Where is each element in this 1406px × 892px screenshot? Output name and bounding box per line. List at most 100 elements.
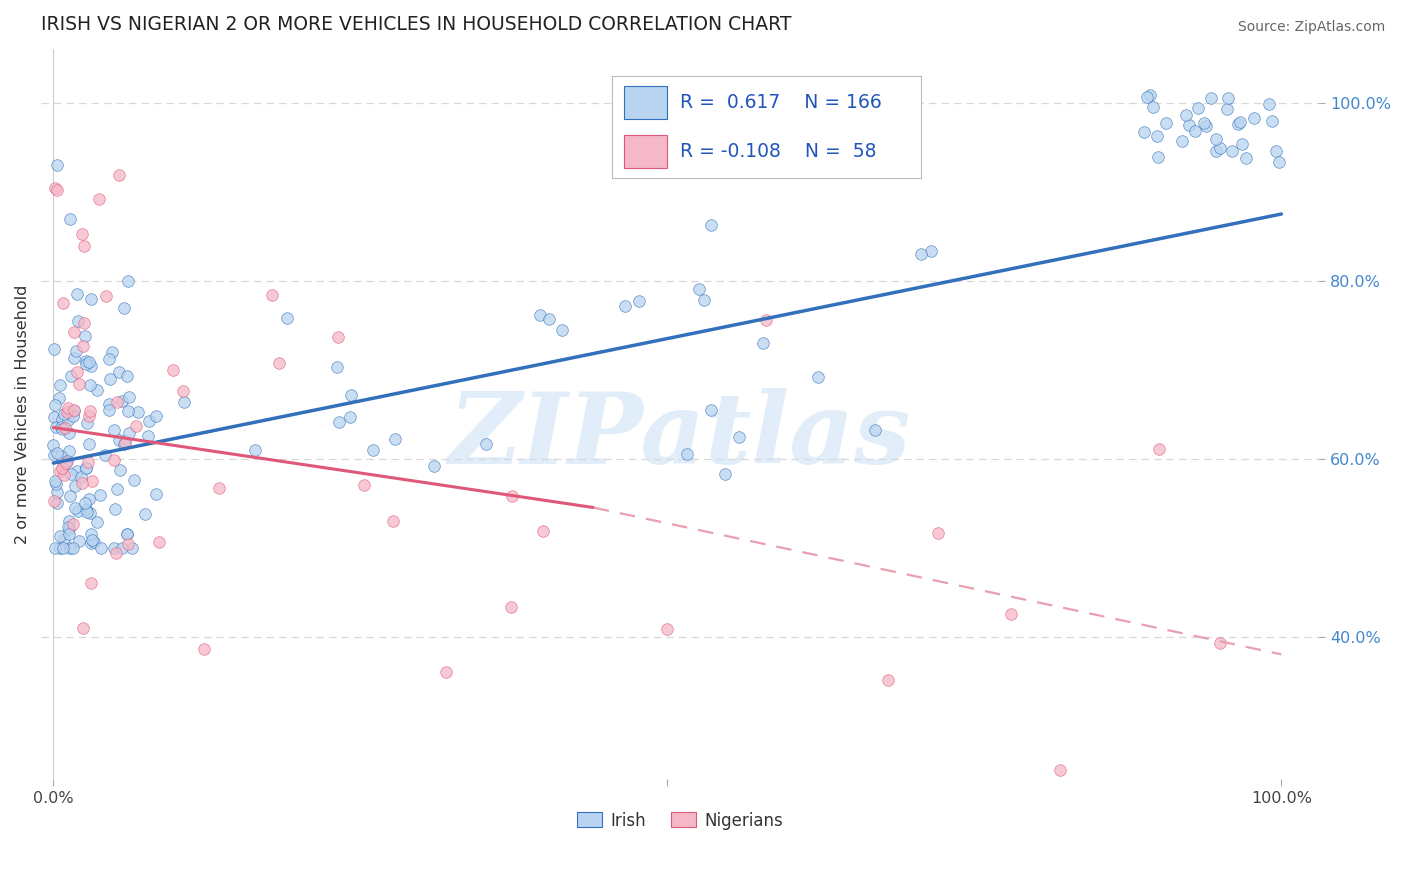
Point: [1230, 136, 1253, 151]
Point: [1234, 151, 1257, 165]
Point: [423, 459, 446, 474]
Text: IRISH VS NIGERIAN 2 OR MORE VEHICLES IN HOUSEHOLD CORRELATION CHART: IRISH VS NIGERIAN 2 OR MORE VEHICLES IN …: [41, 15, 792, 34]
Point: [42, 438, 65, 452]
Point: [75, 461, 97, 475]
Point: [66, 504, 89, 518]
Point: [108, 366, 131, 380]
Point: [1154, 116, 1177, 130]
Point: [62, 409, 84, 424]
Point: [59, 212, 82, 227]
Point: [73, 316, 96, 330]
Point: [208, 481, 231, 495]
Point: [499, 599, 522, 614]
Point: [267, 356, 290, 370]
Point: [807, 369, 830, 384]
Point: [1133, 125, 1156, 139]
Point: [77, 409, 100, 423]
Point: [53, 532, 76, 546]
Point: [48, 528, 70, 542]
Point: [89, 487, 111, 501]
Point: [118, 390, 141, 404]
Point: [108, 462, 131, 476]
Point: [1209, 636, 1232, 650]
Point: [80, 526, 103, 541]
Point: [72, 339, 94, 353]
Text: R =  0.617    N = 166: R = 0.617 N = 166: [679, 93, 882, 112]
Point: [361, 443, 384, 458]
Point: [48, 391, 70, 405]
Point: [60, 368, 83, 383]
Point: [63, 403, 86, 417]
Point: [714, 467, 737, 481]
Point: [79, 403, 101, 417]
Point: [877, 673, 900, 688]
Point: [42, 448, 65, 462]
Point: [475, 437, 498, 451]
Point: [70, 227, 93, 241]
Point: [105, 394, 128, 409]
Point: [752, 336, 775, 351]
Point: [863, 423, 886, 437]
Point: [114, 434, 136, 449]
Point: [136, 429, 159, 443]
Point: [103, 502, 125, 516]
Point: [1258, 97, 1281, 112]
Point: [48, 541, 70, 555]
Text: ZIPatlas: ZIPatlas: [449, 388, 911, 484]
Point: [125, 418, 148, 433]
Point: [90, 541, 112, 555]
Point: [1261, 113, 1284, 128]
Point: [115, 368, 138, 383]
Point: [328, 415, 350, 429]
Point: [103, 452, 125, 467]
Point: [105, 482, 128, 496]
Point: [531, 524, 554, 539]
Point: [122, 473, 145, 487]
Point: [69, 470, 91, 484]
Point: [82, 474, 104, 488]
Point: [118, 425, 141, 440]
Point: [537, 312, 560, 326]
Point: [96, 289, 118, 303]
Point: [51, 411, 73, 425]
Point: [42, 409, 65, 424]
Point: [79, 506, 101, 520]
Point: [75, 502, 97, 516]
Point: [66, 464, 89, 478]
Point: [62, 541, 84, 555]
Point: [42, 493, 65, 508]
Point: [138, 414, 160, 428]
Point: [1146, 129, 1168, 144]
Point: [145, 487, 167, 501]
Point: [1187, 101, 1209, 115]
Point: [1175, 107, 1198, 121]
Point: [384, 433, 406, 447]
Point: [46, 485, 69, 500]
Point: [44, 398, 66, 412]
Point: [45, 477, 67, 491]
Bar: [624, 87, 668, 119]
Point: [98, 396, 121, 410]
Point: [1136, 89, 1159, 103]
Point: [89, 192, 111, 206]
Point: [1170, 135, 1192, 149]
Point: [53, 468, 76, 483]
Point: [117, 274, 139, 288]
Point: [755, 313, 778, 327]
Point: [45, 419, 67, 434]
Point: [52, 541, 75, 555]
Point: [67, 376, 90, 391]
Point: [1226, 118, 1249, 132]
Point: [529, 308, 551, 322]
Point: [103, 541, 125, 555]
Text: Source: ZipAtlas.com: Source: ZipAtlas.com: [1237, 20, 1385, 34]
Point: [86, 515, 108, 529]
Point: [79, 536, 101, 550]
Point: [1142, 100, 1164, 114]
Bar: [624, 136, 668, 168]
Point: [51, 422, 73, 436]
Point: [94, 448, 117, 462]
Point: [103, 423, 125, 437]
Point: [63, 351, 86, 365]
Point: [699, 218, 721, 232]
